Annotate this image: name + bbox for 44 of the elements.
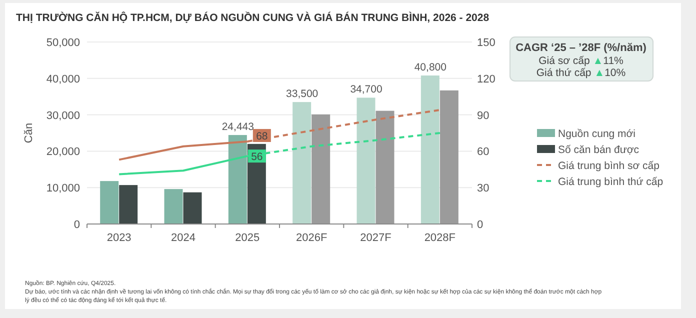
x-tick-label: 2023 xyxy=(106,232,132,244)
y-tick-label: 10,000 xyxy=(46,182,80,195)
bar xyxy=(440,90,458,224)
y-tick-label: 50,000 xyxy=(46,37,80,49)
data-label: 24,443 xyxy=(222,121,254,134)
y2-tick-label: 150 xyxy=(477,37,496,49)
y-tick-label: 20,000 xyxy=(46,146,80,158)
text: Giá thứ cấp ▲10% xyxy=(536,67,626,79)
text: CAGR ‘25 – ’28F (%/năm) xyxy=(516,42,647,54)
data-label: 34,700 xyxy=(350,84,382,96)
y2-tick-label: 120 xyxy=(477,73,496,86)
bar xyxy=(356,98,376,224)
y2-tick-label: 60 xyxy=(477,146,490,158)
bar xyxy=(376,110,394,224)
y2-tick-label: 30 xyxy=(477,182,490,195)
legend-label: Nguồn cung mới xyxy=(558,128,636,140)
data-label: 40,800 xyxy=(414,61,447,74)
bar xyxy=(312,114,330,224)
data-label: 56 xyxy=(251,151,263,164)
bar xyxy=(292,102,312,224)
bar xyxy=(164,189,183,224)
y-axis-title: Căn xyxy=(23,122,35,144)
bar xyxy=(119,185,138,224)
y2-tick-label: 90 xyxy=(477,110,490,122)
legend-label: Giá trung bình thứ cấp xyxy=(558,176,664,188)
bar xyxy=(420,75,440,224)
y-tick-label: 0 xyxy=(74,219,80,231)
y2-tick-label: 0 xyxy=(477,219,484,231)
y-tick-label: 40,000 xyxy=(46,73,80,86)
bar xyxy=(183,192,202,224)
x-tick-label: 2028F xyxy=(424,232,456,244)
chart-title: THỊ TRƯỜNG CĂN HỘ TP.HCM, DỰ BÁO NGUỒN CUNG VÀ GIÁ BÁN TRUNG BÌNH, 2026 - 2028 xyxy=(16,11,490,24)
legend-label: Số căn bán được xyxy=(558,144,640,156)
data-label: 33,500 xyxy=(286,88,318,100)
legend-label: Giá trung bình sơ cấp xyxy=(558,160,660,172)
y-tick-label: 30,000 xyxy=(46,110,80,122)
bar xyxy=(228,135,247,224)
x-tick-label: 2025 xyxy=(235,232,260,244)
text: Giá sơ cấp ▲11% xyxy=(538,55,624,67)
data-label: 68 xyxy=(256,130,268,142)
x-tick-label: 2026F xyxy=(296,232,328,244)
x-tick-label: 2027F xyxy=(360,232,392,244)
bar xyxy=(100,181,119,224)
x-tick-label: 2024 xyxy=(171,232,196,244)
